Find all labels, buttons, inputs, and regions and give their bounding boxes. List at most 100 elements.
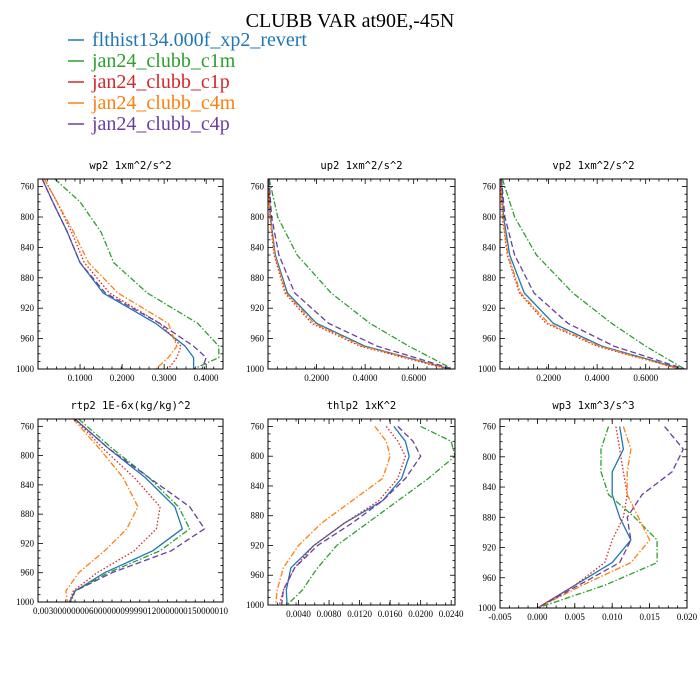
panel-title: rtp2 1E-6x(kg/kg)^2 bbox=[70, 400, 190, 412]
x-tick-label: 0.0160 bbox=[378, 609, 403, 619]
x-tick-label: 0.015 bbox=[639, 612, 660, 622]
x-tick-label: 0.0080 bbox=[317, 609, 342, 619]
y-tick-label: 760 bbox=[483, 182, 497, 192]
y-tick-label: 920 bbox=[21, 303, 35, 313]
plot-frame bbox=[499, 178, 688, 370]
x-tick-label: 0.1000 bbox=[68, 373, 93, 383]
series-line-2 bbox=[537, 426, 658, 608]
series-line-4 bbox=[537, 426, 651, 608]
series-line-4 bbox=[43, 179, 178, 369]
y-tick-label: 920 bbox=[251, 540, 265, 550]
series-line-1 bbox=[41, 179, 195, 369]
x-tick-label: 0.010 bbox=[602, 612, 623, 622]
x-tick-label: 0.0200 bbox=[408, 609, 433, 619]
x-tick-label: 0.3000 bbox=[152, 373, 177, 383]
y-tick-label: 960 bbox=[21, 334, 35, 344]
plot-frame bbox=[37, 418, 224, 603]
y-tick-label: 1000 bbox=[16, 364, 35, 374]
series-line-2 bbox=[54, 179, 220, 369]
panel-1: wp2 1xm^2/s^2 760 800 840 880 920 960 1000 0.100… bbox=[16, 160, 224, 383]
legend-label: jan24_clubb_c4p bbox=[91, 113, 230, 135]
series-line-3 bbox=[537, 426, 628, 608]
panels: wp2 1xm^2/s^2 760 800 840 880 920 960 1000 0.100… bbox=[16, 160, 698, 622]
series-line-3 bbox=[68, 419, 161, 602]
x-tick-label: 0.2000 bbox=[110, 373, 135, 383]
series-line-2 bbox=[286, 425, 455, 605]
y-tick-label: 760 bbox=[251, 182, 265, 192]
series-line-3 bbox=[500, 179, 680, 369]
y-tick-label: 1000 bbox=[478, 364, 497, 374]
panel-title: vp2 1xm^2/s^2 bbox=[552, 160, 634, 172]
series-line-2 bbox=[70, 419, 191, 602]
x-tick-label: 0.6000 bbox=[633, 373, 658, 383]
series-line-1 bbox=[285, 426, 410, 605]
y-tick-label: 960 bbox=[21, 568, 35, 578]
x-tick-label: -0.005 bbox=[488, 612, 512, 622]
y-tick-label: 760 bbox=[251, 421, 265, 431]
panel-3: vp2 1xm^2/s^2 760 800 840 880 920 960 1000 0.200… bbox=[478, 160, 688, 383]
series-line-3 bbox=[268, 179, 448, 369]
series-line-3 bbox=[43, 179, 182, 369]
y-tick-label: 760 bbox=[21, 421, 35, 431]
y-tick-label: 800 bbox=[21, 212, 35, 222]
y-tick-label: 960 bbox=[483, 334, 497, 344]
series-line-5 bbox=[68, 419, 206, 602]
legend-label: jan24_clubb_c4m bbox=[91, 92, 236, 114]
y-tick-label: 800 bbox=[21, 451, 35, 461]
y-tick-label: 840 bbox=[21, 242, 35, 252]
y-tick-label: 920 bbox=[483, 543, 497, 553]
y-tick-label: 1000 bbox=[246, 364, 265, 374]
series-line-3 bbox=[278, 426, 407, 605]
y-tick-label: 920 bbox=[251, 303, 265, 313]
y-tick-label: 840 bbox=[21, 480, 35, 490]
panel-title: wp2 1xm^2/s^2 bbox=[89, 160, 171, 172]
y-tick-label: 800 bbox=[251, 451, 265, 461]
x-axis-tick-text: 0.00300000000600000009999012000000015000… bbox=[33, 606, 228, 616]
y-tick-label: 1000 bbox=[16, 597, 35, 607]
x-tick-label: 0.6000 bbox=[401, 373, 426, 383]
series-line-5 bbox=[41, 179, 207, 369]
y-tick-label: 880 bbox=[21, 509, 35, 519]
series-line-1 bbox=[68, 419, 183, 602]
series-line-5 bbox=[500, 179, 685, 369]
x-tick-label: 0.005 bbox=[565, 612, 586, 622]
y-tick-label: 840 bbox=[483, 482, 497, 492]
series-line-4 bbox=[268, 179, 451, 369]
panel-2: up2 1xm^2/s^2 760 800 840 880 920 960 1000 0.200… bbox=[246, 160, 456, 383]
y-tick-label: 840 bbox=[483, 242, 497, 252]
x-tick-label: 0.0120 bbox=[347, 609, 372, 619]
y-tick-label: 760 bbox=[483, 422, 497, 432]
y-tick-label: 960 bbox=[483, 573, 497, 583]
legend-label: flthist134.000f_xp2_revert bbox=[92, 29, 307, 51]
legend-label: jan24_clubb_c1m bbox=[91, 50, 236, 72]
y-tick-label: 920 bbox=[483, 303, 497, 313]
x-tick-label: 0.4000 bbox=[585, 373, 610, 383]
panel-6: wp3 1xm^3/s^3 760 800 840 880 920 960 1000-0.00… bbox=[478, 400, 698, 622]
legend-label: jan24_clubb_c1p bbox=[91, 71, 230, 93]
y-tick-label: 880 bbox=[251, 511, 265, 521]
y-tick-label: 800 bbox=[251, 212, 265, 222]
series-line-1 bbox=[537, 426, 632, 608]
y-tick-label: 960 bbox=[251, 334, 265, 344]
panel-5: thlp2 1xK^2 760 800 840 880 920 960 1000 0.0040 0… bbox=[246, 400, 464, 619]
panel-title: thlp2 1xK^2 bbox=[327, 400, 397, 412]
series-line-1 bbox=[268, 179, 451, 369]
y-tick-label: 800 bbox=[483, 452, 497, 462]
panel-title: wp3 1xm^3/s^3 bbox=[552, 400, 634, 412]
y-tick-label: 760 bbox=[21, 182, 35, 192]
y-tick-label: 840 bbox=[251, 242, 265, 252]
y-tick-label: 880 bbox=[251, 273, 265, 283]
series-line-5 bbox=[537, 426, 684, 608]
y-tick-label: 880 bbox=[21, 273, 35, 283]
y-tick-label: 880 bbox=[483, 512, 497, 522]
x-tick-label: 0.4000 bbox=[353, 373, 378, 383]
x-tick-label: 0.2000 bbox=[304, 373, 329, 383]
y-tick-label: 1000 bbox=[478, 603, 497, 613]
plot-frame bbox=[37, 178, 224, 370]
plot-frame bbox=[267, 178, 456, 370]
panel-title: up2 1xm^2/s^2 bbox=[320, 160, 402, 172]
x-tick-label: 0.4000 bbox=[194, 373, 219, 383]
plot-frame bbox=[499, 418, 688, 609]
series-line-4 bbox=[65, 419, 139, 602]
